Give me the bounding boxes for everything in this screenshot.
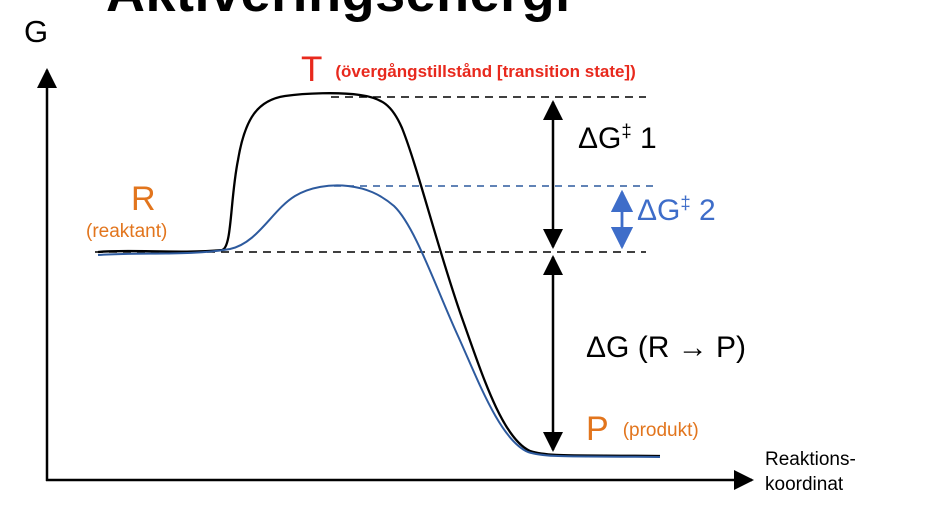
product-label: P (produkt): [586, 410, 699, 449]
x-axis-label: Reaktions- koordinat: [765, 448, 856, 497]
dg2-base: ΔG: [637, 194, 681, 227]
x-axis-label-line2: koordinat: [765, 473, 844, 495]
transition-state-label: T (övergångstillstånd [transition state]): [301, 50, 636, 90]
x-axis-label-line1: Reaktions-: [765, 449, 856, 470]
uncatalyzed-energy-curve: [97, 92, 661, 458]
catalyzed-energy-curve: [97, 184, 661, 458]
product-note: (produkt): [622, 420, 699, 441]
transition-symbol: T: [301, 50, 323, 89]
dg1-sup: ‡: [621, 120, 632, 141]
dg2-num: 2: [690, 194, 716, 227]
dg1-num: 1: [631, 122, 657, 155]
transition-note: (övergångstillstånd [transition state]): [335, 62, 636, 81]
reactant-symbol: R: [131, 180, 156, 218]
activation-energy-1-label: ΔG‡ 1: [578, 120, 657, 156]
reactant-note: (reaktant): [86, 221, 168, 242]
activation-energy-2-label: ΔG‡ 2: [637, 192, 716, 228]
product-symbol: P: [586, 410, 609, 448]
dg1-base: ΔG: [578, 122, 622, 155]
delta-g-reaction-label: ΔG (R → P): [586, 331, 747, 364]
y-axis-label: G: [24, 14, 49, 49]
dg2-sup: ‡: [680, 192, 691, 213]
page-title: Aktiveringsenergi: [106, 0, 571, 24]
